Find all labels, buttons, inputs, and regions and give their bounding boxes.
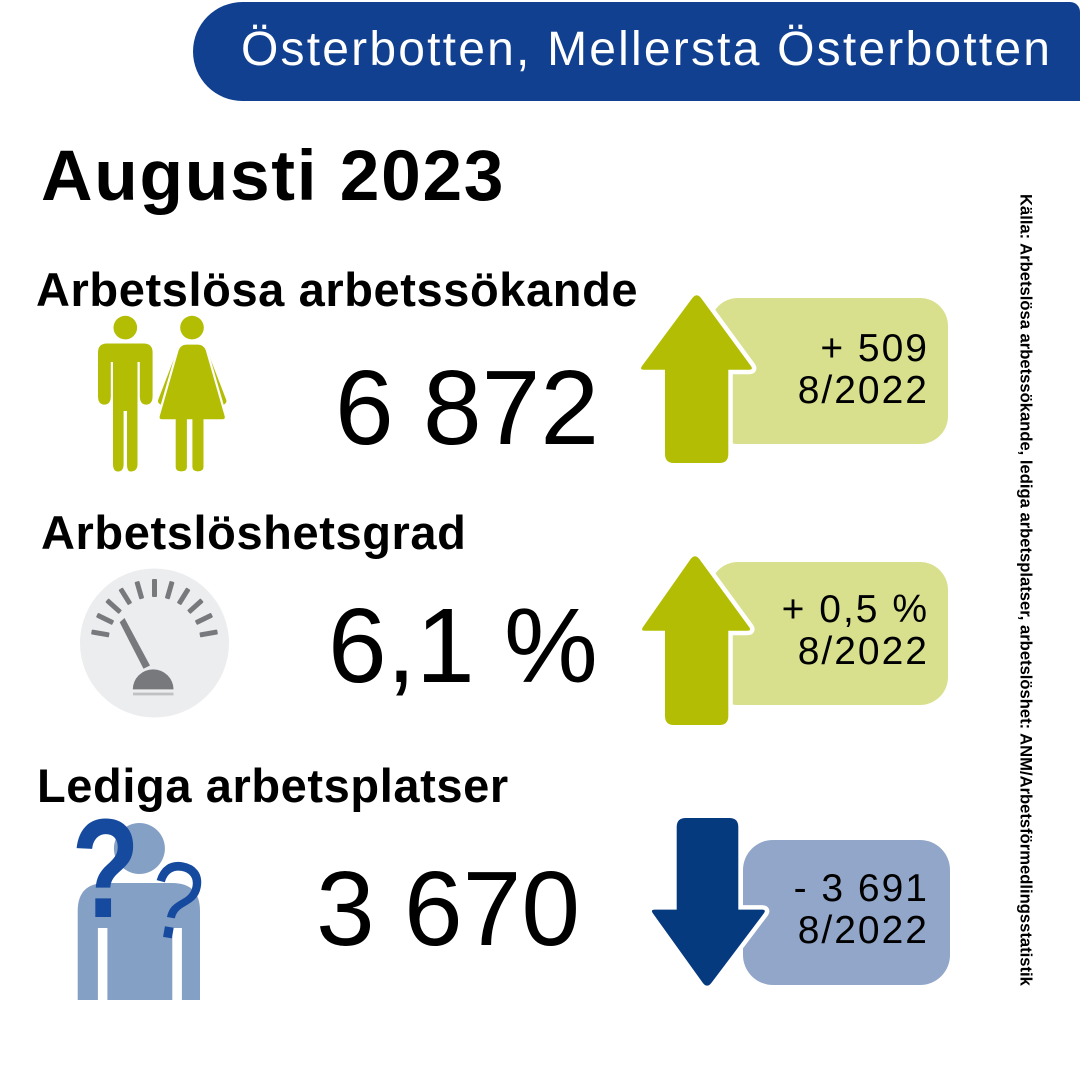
svg-text:?: ?: [72, 789, 140, 947]
